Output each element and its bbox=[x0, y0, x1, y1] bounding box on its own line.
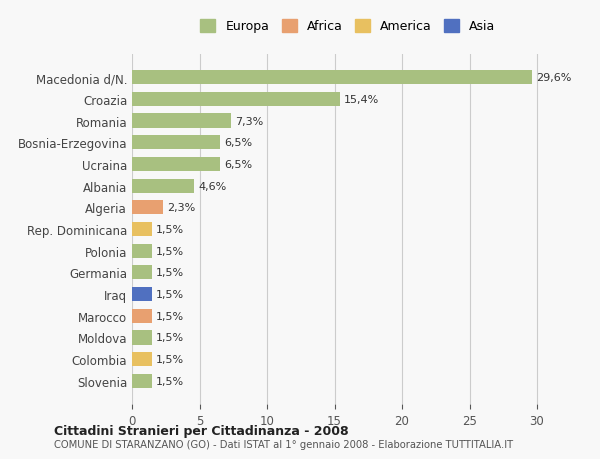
Bar bbox=[132, 266, 152, 280]
Text: 7,3%: 7,3% bbox=[235, 116, 263, 126]
Text: 1,5%: 1,5% bbox=[156, 333, 184, 343]
Bar bbox=[132, 353, 152, 366]
Text: 6,5%: 6,5% bbox=[224, 138, 252, 148]
Bar bbox=[132, 71, 532, 85]
Bar bbox=[132, 179, 194, 193]
Text: 15,4%: 15,4% bbox=[344, 95, 379, 105]
Text: 1,5%: 1,5% bbox=[156, 246, 184, 256]
Text: 1,5%: 1,5% bbox=[156, 224, 184, 235]
Text: 1,5%: 1,5% bbox=[156, 268, 184, 278]
Bar bbox=[132, 93, 340, 106]
Text: 1,5%: 1,5% bbox=[156, 311, 184, 321]
Bar bbox=[132, 330, 152, 345]
Bar bbox=[132, 244, 152, 258]
Text: Cittadini Stranieri per Cittadinanza - 2008: Cittadini Stranieri per Cittadinanza - 2… bbox=[54, 424, 349, 437]
Bar bbox=[132, 157, 220, 172]
Text: COMUNE DI STARANZANO (GO) - Dati ISTAT al 1° gennaio 2008 - Elaborazione TUTTITA: COMUNE DI STARANZANO (GO) - Dati ISTAT a… bbox=[54, 440, 513, 449]
Bar bbox=[132, 114, 230, 129]
Text: 1,5%: 1,5% bbox=[156, 290, 184, 299]
Text: 29,6%: 29,6% bbox=[536, 73, 571, 83]
Bar bbox=[132, 201, 163, 215]
Text: 2,3%: 2,3% bbox=[167, 203, 196, 213]
Bar bbox=[132, 287, 152, 302]
Bar bbox=[132, 223, 152, 236]
Legend: Europa, Africa, America, Asia: Europa, Africa, America, Asia bbox=[197, 16, 499, 37]
Text: 1,5%: 1,5% bbox=[156, 354, 184, 364]
Text: 1,5%: 1,5% bbox=[156, 376, 184, 386]
Text: 4,6%: 4,6% bbox=[198, 181, 226, 191]
Bar bbox=[132, 374, 152, 388]
Bar bbox=[132, 309, 152, 323]
Bar bbox=[132, 136, 220, 150]
Text: 6,5%: 6,5% bbox=[224, 160, 252, 169]
